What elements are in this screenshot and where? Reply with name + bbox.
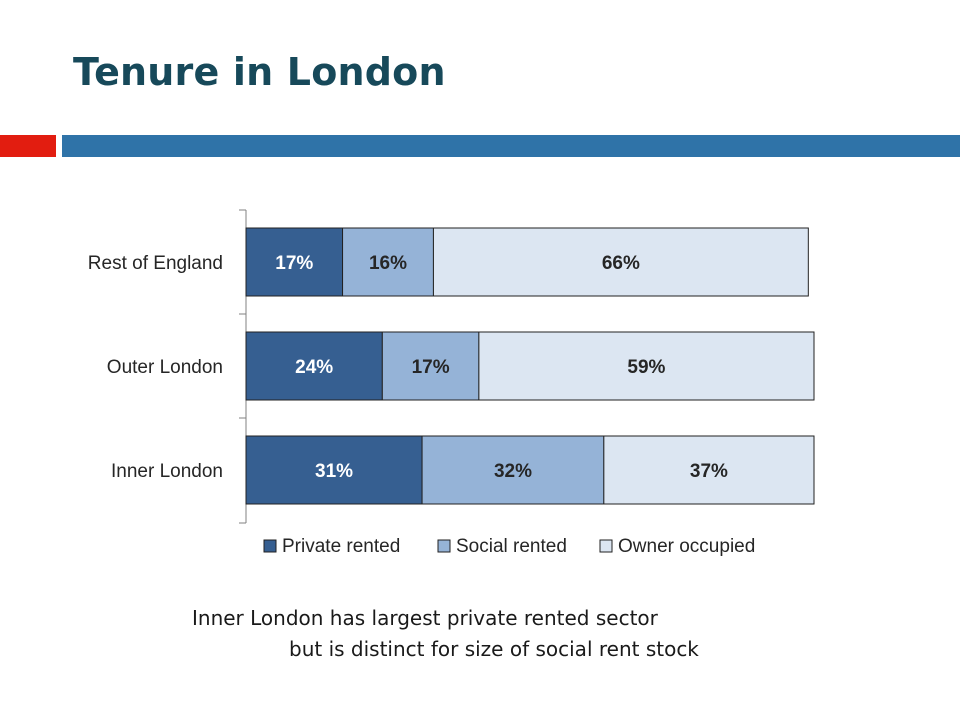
bar-private-rented-rest-of-england bbox=[245, 227, 344, 297]
data-label-owner-occupied-outer-london: 59% bbox=[627, 357, 665, 378]
data-label-social-rented-outer-london: 17% bbox=[412, 357, 450, 378]
data-label-owner-occupied-inner-london: 37% bbox=[690, 461, 728, 482]
legend-label-private-rented: Private rented bbox=[282, 536, 400, 557]
bar-private-rented-inner-london bbox=[245, 435, 423, 505]
bar-owner-occupied-outer-london bbox=[478, 331, 815, 401]
category-label-rest-of-england: Rest of England bbox=[88, 253, 223, 274]
slide-title: Tenure in London bbox=[73, 50, 446, 94]
legend-swatch-social-rented bbox=[437, 539, 451, 553]
legend-label-social-rented: Social rented bbox=[456, 536, 567, 557]
bar-owner-occupied-rest-of-england bbox=[432, 227, 809, 297]
caption-line-2: but is distinct for size of social rent … bbox=[289, 637, 699, 661]
title-rule-red bbox=[0, 135, 56, 157]
caption-line-1: Inner London has largest private rented … bbox=[192, 606, 658, 630]
category-label-inner-london: Inner London bbox=[111, 461, 223, 482]
bar-private-rented-outer-london bbox=[245, 331, 383, 401]
legend-label-owner-occupied: Owner occupied bbox=[618, 536, 755, 557]
bar-social-rented-outer-london bbox=[381, 331, 480, 401]
legend-swatch-private-rented bbox=[263, 539, 277, 553]
data-label-private-rented-inner-london: 31% bbox=[315, 461, 353, 482]
data-label-social-rented-rest-of-england: 16% bbox=[369, 253, 407, 274]
tenure-chart: Rest of England 17% 16% 66% Outer London 24% 1… bbox=[88, 209, 815, 557]
data-label-owner-occupied-rest-of-england: 66% bbox=[602, 253, 640, 274]
title-rule-blue bbox=[62, 135, 960, 157]
bar-social-rented-rest-of-england bbox=[342, 227, 434, 297]
data-label-private-rented-outer-london: 24% bbox=[295, 357, 333, 378]
bar-owner-occupied-inner-london bbox=[603, 435, 815, 505]
data-label-private-rented-rest-of-england: 17% bbox=[275, 253, 313, 274]
legend-swatch-owner-occupied bbox=[599, 539, 613, 553]
data-label-social-rented-inner-london: 32% bbox=[494, 461, 532, 482]
category-label-outer-london: Outer London bbox=[107, 357, 223, 378]
